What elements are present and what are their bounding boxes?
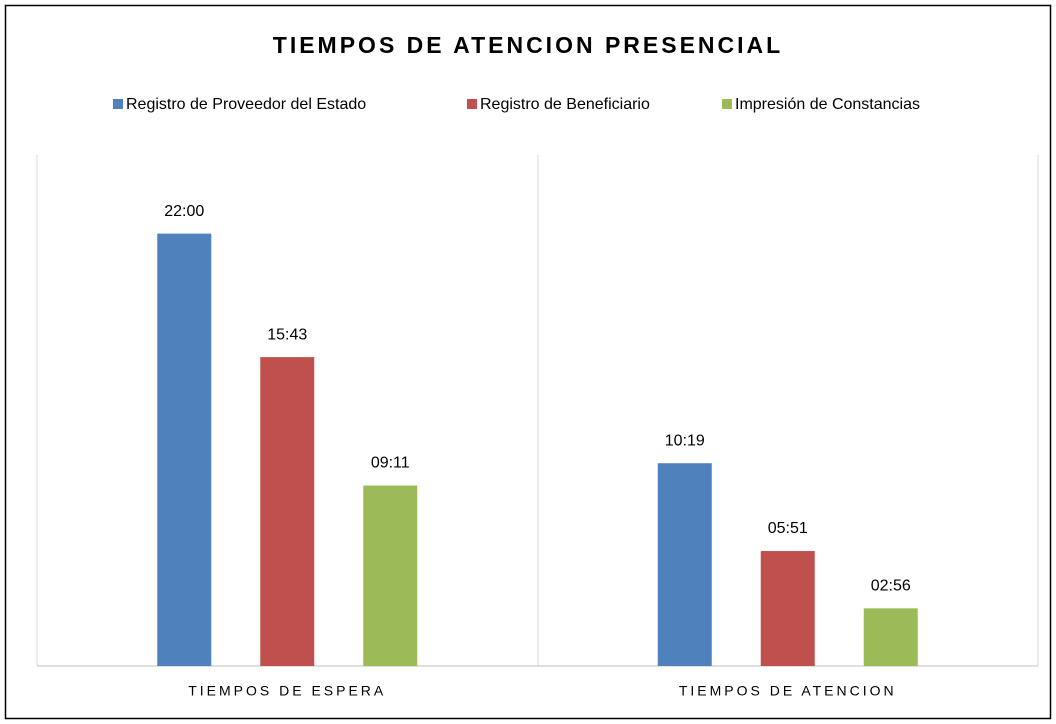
bar [157,233,212,666]
legend-label: Impresión de Constancias [735,96,920,113]
legend-swatch [722,99,732,109]
chart-title: TIEMPOS DE ATENCION PRESENCIAL [273,32,783,58]
bar [863,608,918,666]
value-label: 05:51 [768,520,808,537]
bar [657,463,712,666]
value-label: 10:19 [665,432,705,449]
bar [260,357,315,666]
legend-swatch [467,99,477,109]
value-label: 22:00 [164,203,204,220]
legend-label: Registro de Beneficiario [480,96,650,113]
legend-swatch [113,99,123,109]
value-label: 02:56 [871,578,911,595]
value-label: 09:11 [371,455,410,472]
bar [363,485,418,666]
bar [760,551,815,666]
value-label: 15:43 [267,326,307,343]
x-tick-label: TIEMPOS DE ESPERA [188,683,386,699]
legend-label: Registro de Proveedor del Estado [126,96,366,113]
x-tick-label: TIEMPOS DE ATENCION [679,683,897,699]
